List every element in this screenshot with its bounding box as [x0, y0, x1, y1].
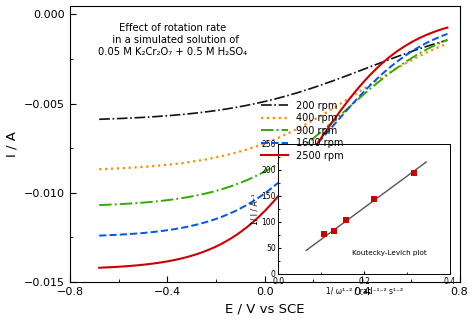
400 rpm [96, 167, 102, 171]
2500 rpm [329, 121, 335, 125]
Line: 900 rpm: 900 rpm [99, 40, 447, 205]
200 rpm [301, 89, 307, 92]
Line: 200 rpm: 200 rpm [99, 40, 447, 119]
900 rpm [186, 195, 191, 199]
1600 rpm [254, 197, 260, 201]
900 rpm [158, 199, 164, 203]
200 rpm [329, 79, 335, 83]
1600 rpm [358, 92, 364, 96]
400 rpm [445, 42, 450, 46]
1600 rpm [186, 225, 191, 229]
Line: 2500 rpm: 2500 rpm [99, 28, 447, 268]
900 rpm [445, 38, 450, 42]
1600 rpm [96, 234, 102, 238]
900 rpm [96, 203, 102, 207]
200 rpm [445, 38, 450, 42]
200 rpm [158, 114, 164, 118]
2500 rpm [301, 160, 307, 164]
1600 rpm [301, 156, 307, 160]
Line: 400 rpm: 400 rpm [99, 44, 447, 169]
400 rpm [158, 163, 164, 167]
Line: 1600 rpm: 1600 rpm [99, 34, 447, 236]
400 rpm [186, 160, 191, 164]
2500 rpm [96, 266, 102, 270]
400 rpm [254, 144, 260, 148]
200 rpm [358, 68, 364, 72]
1600 rpm [158, 229, 164, 233]
Y-axis label: I / A: I / A [6, 131, 18, 157]
2500 rpm [186, 255, 191, 258]
200 rpm [186, 112, 191, 116]
Legend: 200 rpm, 400 rpm, 900 rpm, 1600 rpm, 2500 rpm: 200 rpm, 400 rpm, 900 rpm, 1600 rpm, 250… [259, 99, 346, 162]
X-axis label: E / V vs SCE: E / V vs SCE [225, 302, 304, 316]
1600 rpm [445, 32, 450, 36]
900 rpm [358, 94, 364, 98]
2500 rpm [358, 82, 364, 86]
400 rpm [301, 123, 307, 127]
Text: Effect of rotation rate
  in a simulated solution of
0.05 M K₂Cr₂O₇ + 0.5 M H₂SO: Effect of rotation rate in a simulated s… [98, 23, 247, 56]
900 rpm [329, 121, 335, 125]
200 rpm [254, 101, 260, 105]
2500 rpm [158, 261, 164, 265]
2500 rpm [445, 26, 450, 30]
1600 rpm [329, 126, 335, 129]
2500 rpm [254, 217, 260, 221]
400 rpm [329, 107, 335, 111]
200 rpm [96, 117, 102, 121]
900 rpm [301, 143, 307, 147]
400 rpm [358, 88, 364, 92]
900 rpm [254, 174, 260, 178]
